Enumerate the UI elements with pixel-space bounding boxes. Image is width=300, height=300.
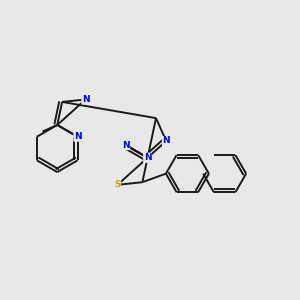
Text: N: N xyxy=(144,153,152,162)
Text: N: N xyxy=(74,132,82,141)
Text: N: N xyxy=(122,141,130,150)
Text: N: N xyxy=(144,153,152,162)
Text: N: N xyxy=(82,95,89,104)
Text: N: N xyxy=(162,136,170,146)
Text: S: S xyxy=(114,180,121,189)
